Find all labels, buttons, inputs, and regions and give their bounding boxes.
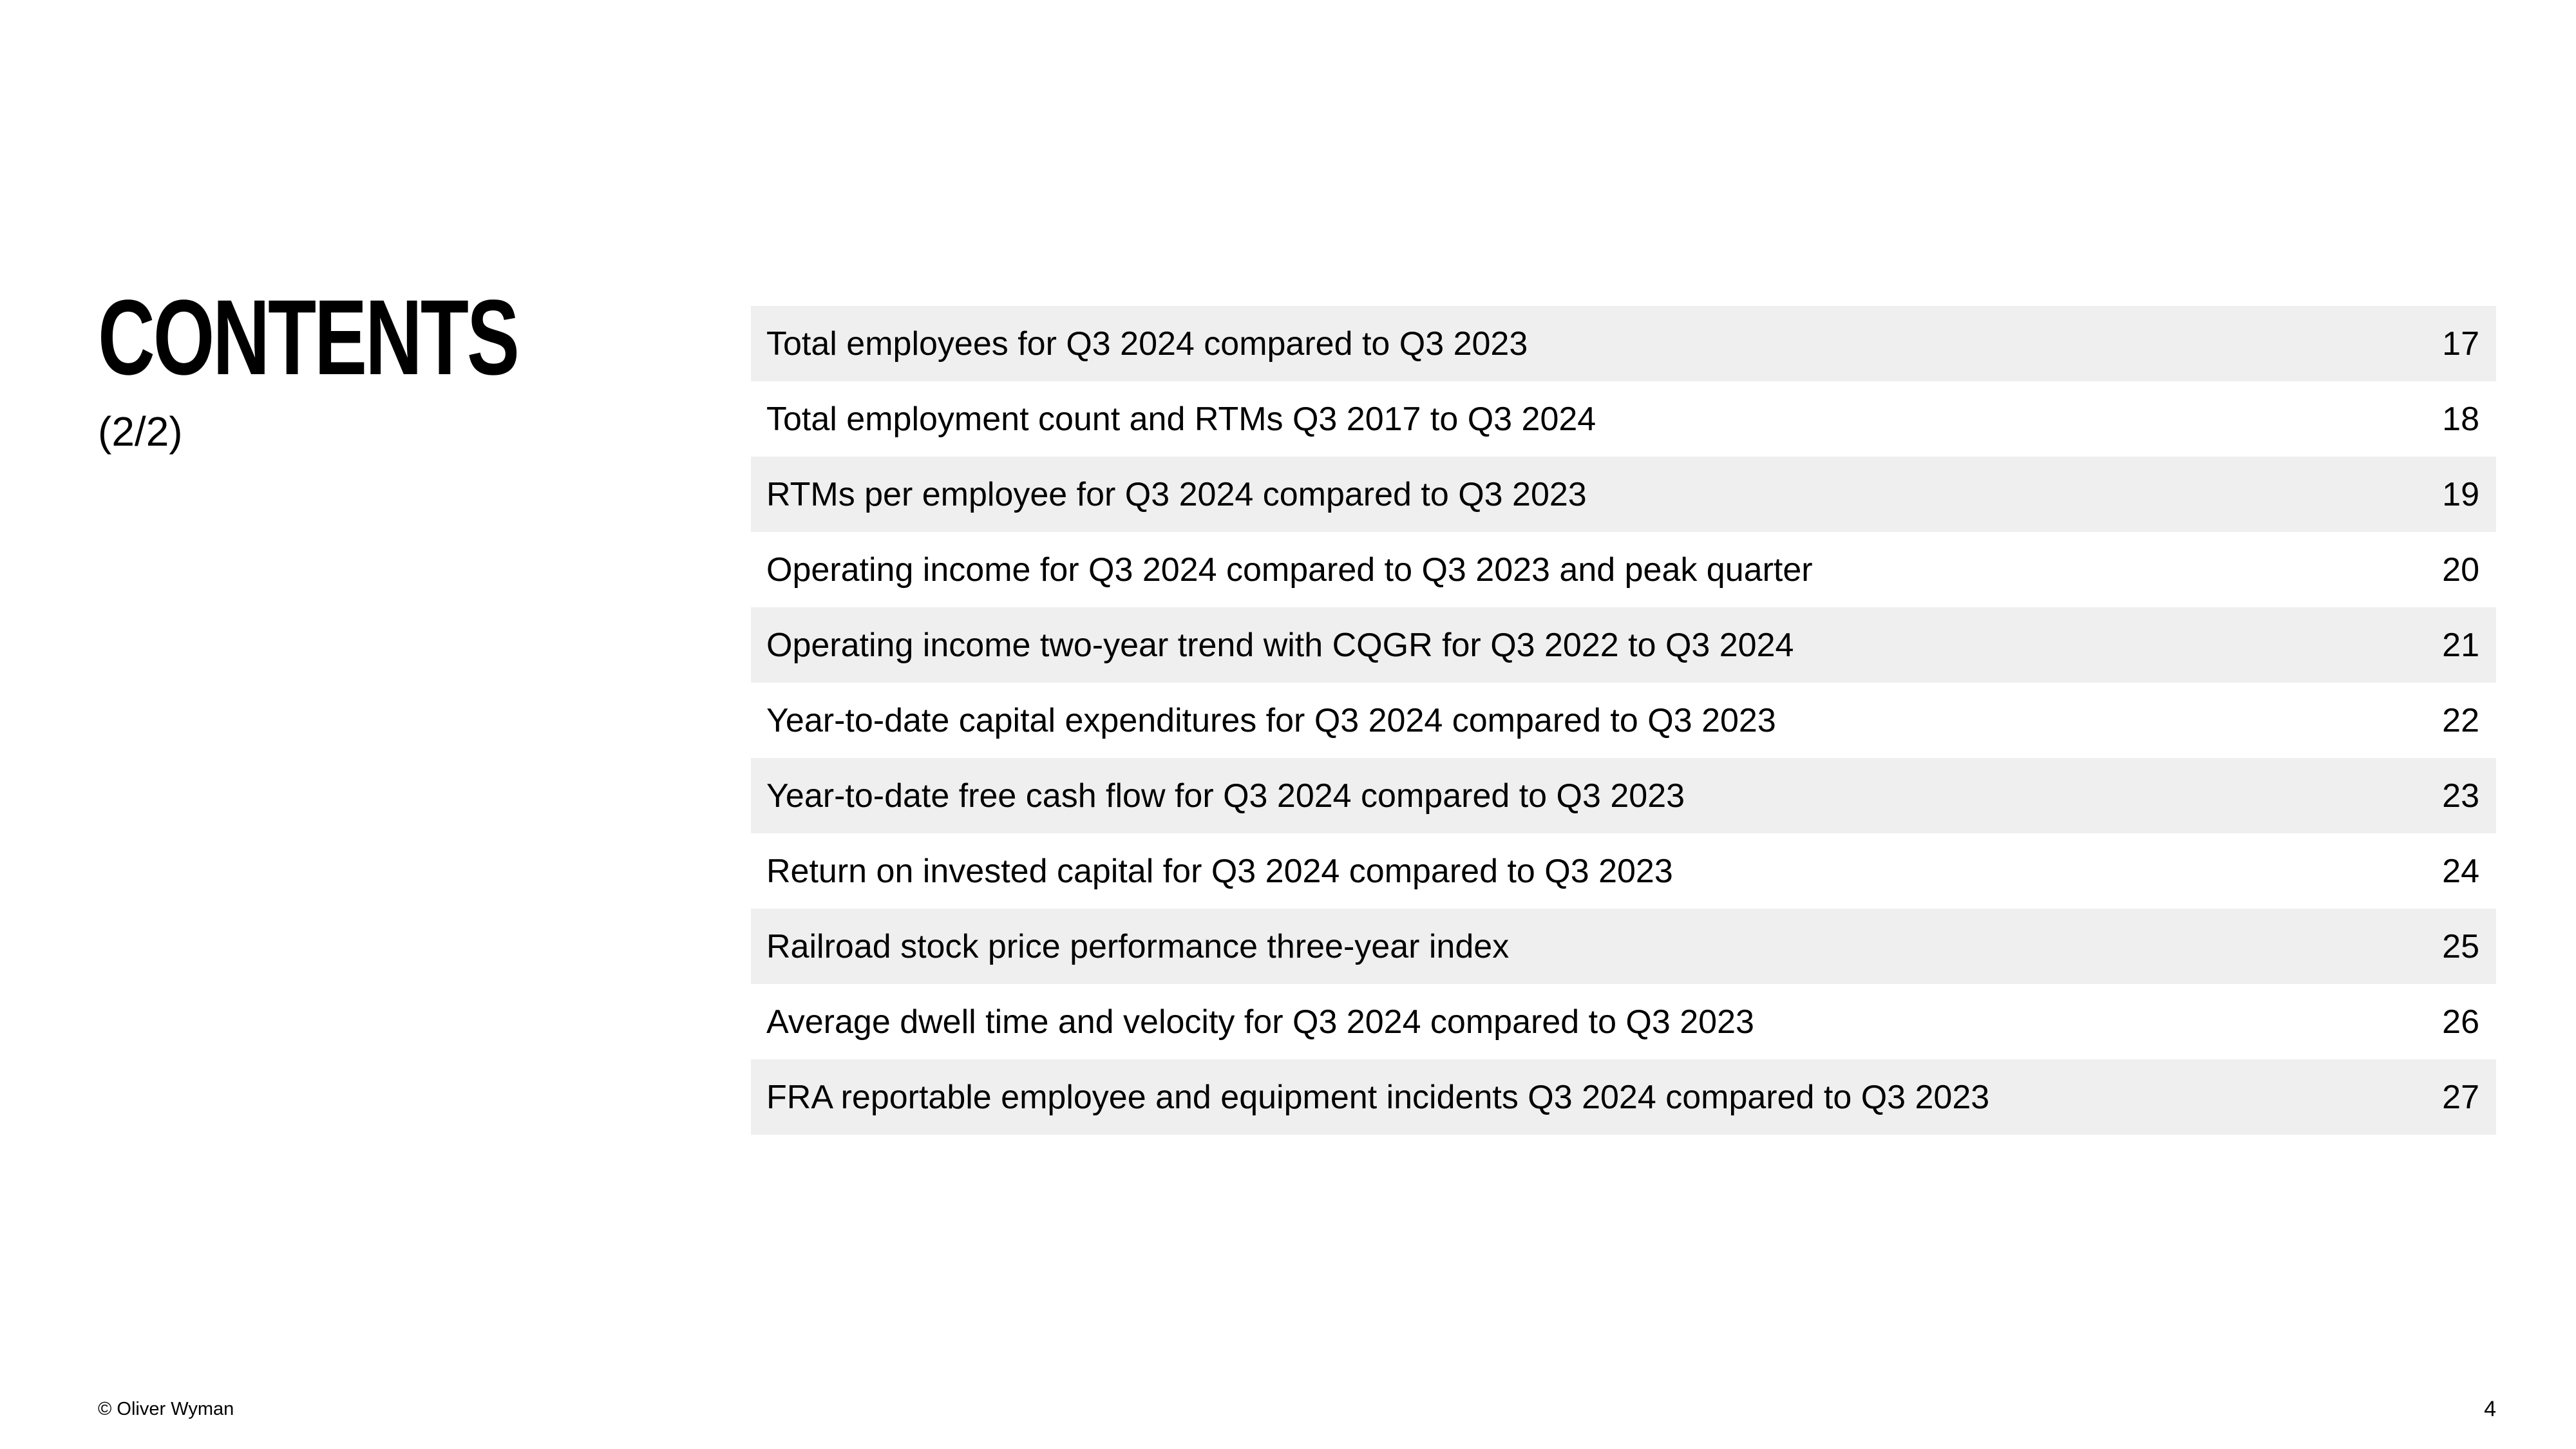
contents-row[interactable]: Operating income for Q3 2024 compared to… bbox=[751, 532, 2496, 607]
contents-table: Total employees for Q3 2024 compared to … bbox=[751, 306, 2496, 1135]
contents-row-label: Total employees for Q3 2024 compared to … bbox=[766, 325, 1528, 363]
contents-row[interactable]: Average dwell time and velocity for Q3 2… bbox=[751, 984, 2496, 1059]
contents-row[interactable]: Year-to-date capital expenditures for Q3… bbox=[751, 683, 2496, 758]
contents-row-page: 17 bbox=[2442, 325, 2479, 363]
contents-row[interactable]: FRA reportable employee and equipment in… bbox=[751, 1059, 2496, 1135]
contents-row-page: 18 bbox=[2442, 400, 2479, 438]
contents-row[interactable]: RTMs per employee for Q3 2024 compared t… bbox=[751, 457, 2496, 532]
contents-row-label: Railroad stock price performance three-y… bbox=[766, 927, 1510, 965]
contents-row[interactable]: Year-to-date free cash flow for Q3 2024 … bbox=[751, 758, 2496, 833]
contents-row-label: Return on invested capital for Q3 2024 c… bbox=[766, 852, 1673, 890]
contents-row-page: 27 bbox=[2442, 1078, 2479, 1116]
contents-row-page: 19 bbox=[2442, 475, 2479, 513]
contents-row-label: Total employment count and RTMs Q3 2017 … bbox=[766, 400, 1596, 438]
page-number: 4 bbox=[2484, 1397, 2496, 1421]
copyright-notice: © Oliver Wyman bbox=[98, 1399, 234, 1419]
contents-row[interactable]: Return on invested capital for Q3 2024 c… bbox=[751, 833, 2496, 909]
contents-row-label: Average dwell time and velocity for Q3 2… bbox=[766, 1003, 1754, 1041]
contents-row[interactable]: Operating income two-year trend with CQG… bbox=[751, 607, 2496, 683]
contents-row-label: Operating income two-year trend with CQG… bbox=[766, 626, 1794, 664]
contents-row-label: Year-to-date capital expenditures for Q3… bbox=[766, 701, 1776, 739]
contents-row-page: 23 bbox=[2442, 777, 2479, 815]
contents-row-page: 25 bbox=[2442, 927, 2479, 965]
contents-row[interactable]: Railroad stock price performance three-y… bbox=[751, 909, 2496, 984]
contents-row-page: 24 bbox=[2442, 852, 2479, 890]
contents-row[interactable]: Total employment count and RTMs Q3 2017 … bbox=[751, 381, 2496, 457]
contents-row-label: Year-to-date free cash flow for Q3 2024 … bbox=[766, 777, 1685, 815]
contents-row-label: Operating income for Q3 2024 compared to… bbox=[766, 551, 1813, 589]
page-title: CONTENTS bbox=[98, 278, 520, 397]
contents-row-label: FRA reportable employee and equipment in… bbox=[766, 1078, 1990, 1116]
page-subtitle: (2/2) bbox=[98, 408, 183, 455]
contents-row-page: 20 bbox=[2442, 551, 2479, 589]
contents-row-page: 26 bbox=[2442, 1003, 2479, 1041]
contents-row-page: 22 bbox=[2442, 701, 2479, 739]
contents-row-page: 21 bbox=[2442, 626, 2479, 664]
contents-row[interactable]: Total employees for Q3 2024 compared to … bbox=[751, 306, 2496, 381]
contents-row-label: RTMs per employee for Q3 2024 compared t… bbox=[766, 475, 1587, 513]
